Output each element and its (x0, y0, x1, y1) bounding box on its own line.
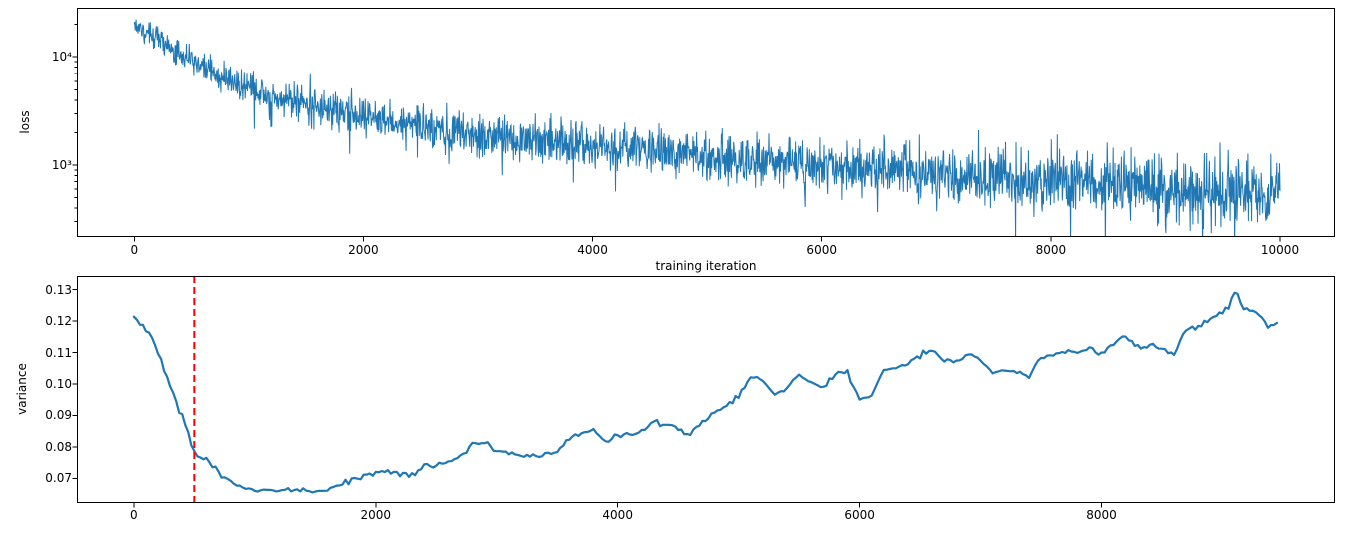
top-ylabel: loss (18, 110, 32, 134)
top-xlabel: training iteration (656, 259, 757, 276)
variance-chart (72, 276, 1335, 508)
top-x-tick-label: 10000 (1260, 243, 1300, 257)
top-x-tick-label: 0 (130, 243, 139, 257)
bottom-y-tick-label: 0.10 (45, 376, 72, 391)
top-y-tick-label: 10⁴ (51, 49, 72, 64)
bottom-y-tick-label: 0.12 (45, 314, 72, 329)
bottom-x-tick-label: 2000 (360, 508, 392, 522)
bottom-y-tick-label: 0.09 (45, 408, 72, 423)
bottom-x-tick-label: 8000 (1086, 508, 1117, 522)
top-x-tick-label: 4000 (577, 243, 608, 257)
bottom-y-tick-label: 0.11 (45, 345, 72, 360)
bottom-y-tick-label: 0.07 (45, 471, 72, 486)
bottom-y-tick-label: 0.13 (45, 282, 72, 297)
bottom-y-tick-label: 0.08 (45, 439, 72, 454)
bottom-ylabel: variance (15, 363, 29, 415)
variance-series-line (132, 291, 1278, 494)
top-x-tick-label: 2000 (348, 243, 379, 257)
loss-chart (72, 8, 1335, 242)
bottom-x-tick-label: 4000 (602, 508, 633, 522)
loss-series-line (133, 19, 1281, 237)
top-xlabel-text: training iteration (655, 259, 757, 273)
top-x-tick-label: 8000 (1035, 243, 1067, 257)
top-y-tick-label: 10³ (51, 157, 72, 172)
top-x-tick-label: 6000 (806, 243, 837, 257)
bottom-x-tick-label: 0 (130, 508, 138, 522)
bottom-x-tick-label: 6000 (844, 508, 875, 522)
